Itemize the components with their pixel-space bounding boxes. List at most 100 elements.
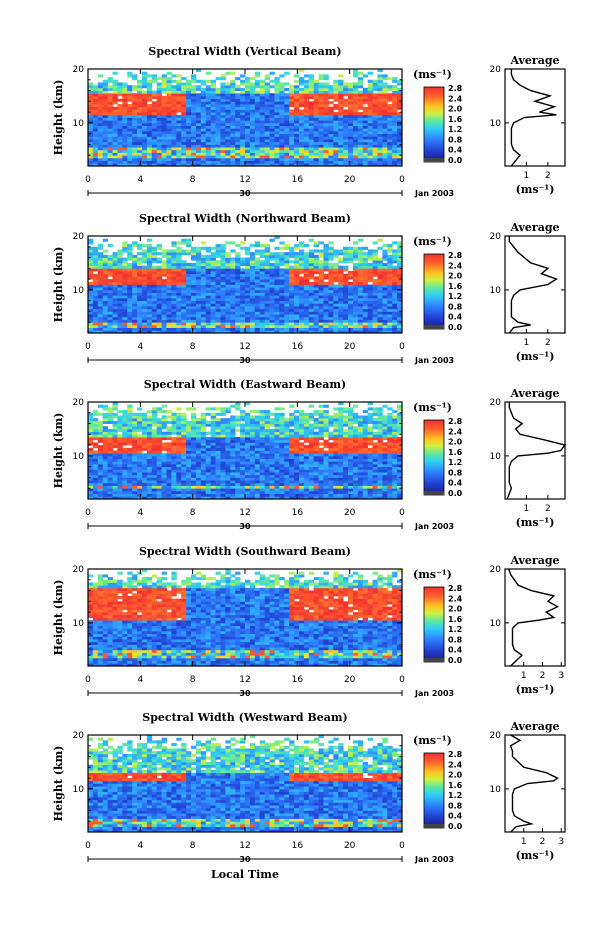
heatmap-cell — [186, 327, 192, 331]
heatmap-cell — [387, 306, 393, 310]
heatmap-cell — [298, 128, 305, 132]
heatmap-cell — [264, 279, 270, 283]
heatmap-cell — [269, 319, 275, 323]
heatmap-cell — [249, 319, 256, 323]
heatmap-cell — [274, 281, 280, 285]
heatmap-cell — [146, 300, 153, 304]
heatmap-cell — [254, 98, 261, 102]
heatmap-cell — [269, 311, 275, 315]
heatmap-cell — [146, 330, 153, 334]
heatmap-cell — [362, 297, 369, 302]
heatmap-cell — [171, 260, 177, 264]
heatmap-cell — [127, 439, 133, 443]
heatmap-cell — [235, 136, 241, 140]
heatmap-cell — [141, 311, 148, 315]
heatmap-cell — [377, 155, 383, 159]
heatmap-cell — [122, 415, 128, 419]
heatmap-cell — [303, 98, 310, 102]
heatmap-cell — [397, 104, 403, 108]
heatmap-cell — [166, 447, 172, 451]
heatmap-cell — [200, 447, 207, 451]
heatmap-cell — [127, 130, 133, 135]
heatmap-cell — [181, 160, 187, 164]
heatmap-cell — [259, 122, 266, 126]
heatmap-cell — [146, 434, 153, 438]
heatmap-cell — [254, 71, 261, 75]
heatmap-cell — [141, 257, 148, 261]
x-tick-label: 20 — [344, 175, 356, 185]
heatmap-cell — [298, 292, 305, 296]
heatmap-cell — [176, 82, 182, 86]
heatmap-cell — [141, 455, 148, 459]
heatmap-cell — [210, 149, 216, 153]
heatmap-cell — [117, 327, 123, 331]
heatmap-cell — [348, 297, 354, 302]
heatmap-cell — [176, 273, 182, 277]
heatmap-cell — [92, 252, 99, 256]
heatmap-cell — [97, 463, 104, 468]
heatmap-cell — [240, 144, 246, 148]
heatmap-cell — [88, 144, 94, 148]
heatmap-cell — [92, 141, 99, 145]
heatmap-cell — [392, 136, 398, 140]
heatmap-cell — [88, 496, 94, 500]
heatmap-cell — [186, 485, 192, 489]
heatmap-cell — [274, 300, 280, 304]
heatmap-cell — [141, 447, 148, 451]
heatmap-cell — [156, 297, 162, 302]
heatmap-cell — [146, 276, 153, 280]
heatmap-cell — [367, 120, 373, 124]
heatmap-cell — [362, 246, 369, 250]
heatmap-cell — [205, 292, 212, 296]
heatmap-cell — [313, 306, 319, 310]
heatmap-cell — [367, 133, 373, 137]
heatmap-cell — [107, 133, 113, 137]
heatmap-cell — [151, 155, 158, 159]
heatmap-cell — [88, 273, 94, 277]
heatmap-cell — [225, 163, 231, 167]
heatmap-cell — [245, 157, 251, 162]
heatmap-cell — [230, 262, 236, 267]
colorbar-tick-label: 1.2 — [448, 125, 462, 134]
heatmap-cell — [397, 120, 403, 124]
heatmap-cell — [88, 90, 94, 94]
heatmap-cell — [117, 477, 123, 481]
heatmap-cell — [112, 152, 118, 156]
heatmap-cell — [88, 136, 94, 140]
heatmap-cell — [382, 149, 388, 153]
heatmap-cell — [279, 276, 285, 280]
heatmap-cell — [240, 303, 246, 307]
heatmap-cell — [132, 257, 138, 261]
heatmap-cell — [397, 144, 403, 148]
heatmap-cell — [249, 271, 256, 275]
heatmap-cell — [102, 82, 109, 86]
heatmap-cell — [338, 147, 344, 151]
heatmap-cell — [245, 327, 251, 331]
heatmap-cell — [348, 316, 354, 320]
heatmap-cell — [264, 300, 270, 304]
heatmap-cell — [92, 316, 99, 320]
heatmap-cell — [343, 87, 349, 91]
heatmap-cell — [161, 262, 167, 267]
heatmap-cell — [333, 314, 339, 318]
heatmap-cell — [397, 319, 403, 323]
heatmap-cell — [318, 112, 324, 116]
heatmap-cell — [156, 82, 162, 86]
heatmap-cell — [240, 139, 246, 143]
heatmap-cell — [88, 284, 94, 288]
heatmap-cell — [313, 139, 319, 143]
heatmap-cell — [308, 268, 315, 272]
heatmap-cell — [338, 297, 344, 302]
heatmap-cell — [166, 71, 172, 75]
heatmap-cell — [205, 117, 212, 121]
heatmap-cell — [107, 297, 113, 302]
heatmap-cell — [333, 297, 339, 302]
heatmap-cell — [392, 279, 398, 283]
heatmap-cell — [92, 254, 99, 258]
heatmap-cell — [161, 463, 167, 468]
heatmap-cell — [298, 244, 305, 248]
heatmap-cell — [333, 149, 339, 153]
heatmap-cell — [254, 101, 261, 105]
heatmap-cell — [102, 109, 109, 113]
heatmap-cell — [387, 276, 393, 280]
